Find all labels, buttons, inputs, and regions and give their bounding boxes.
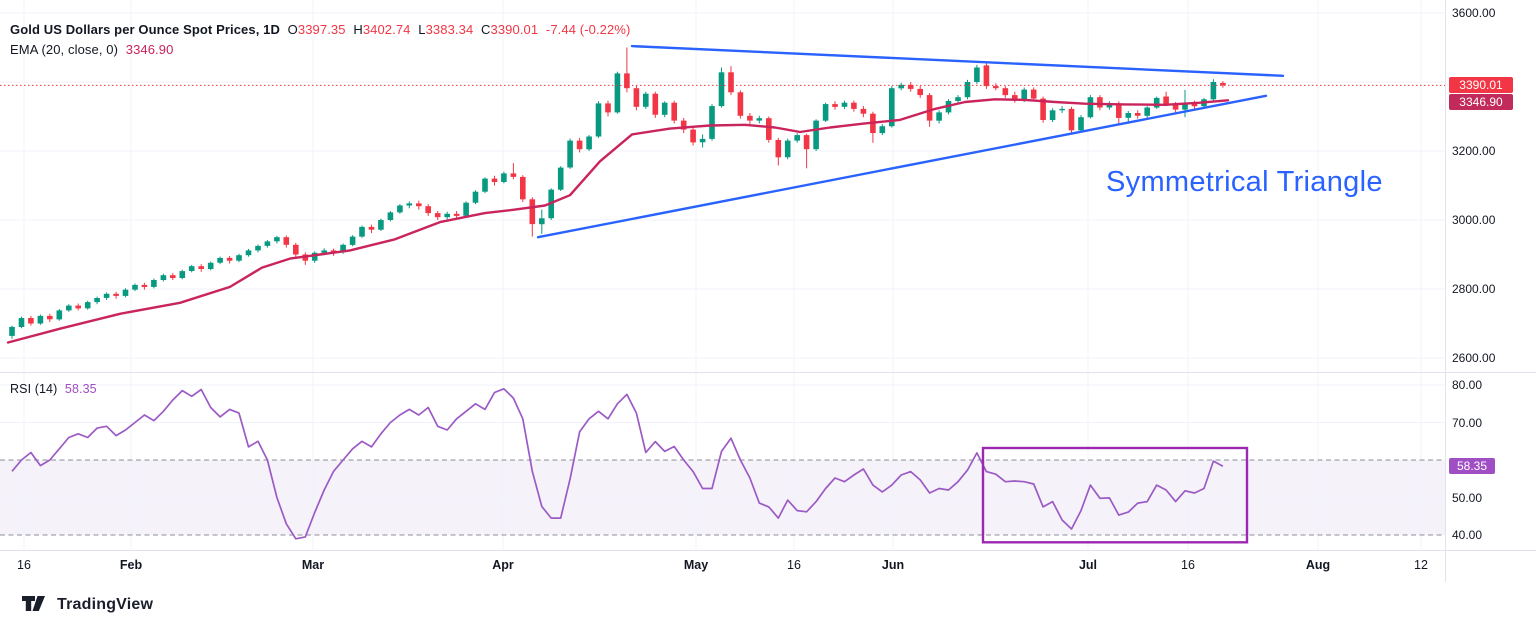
ohlc-close: C3390.01 <box>481 22 539 37</box>
ema-value-badge: 3346.90 <box>1449 94 1513 111</box>
ohlc-low: L3383.34 <box>418 22 474 37</box>
pane-divider[interactable] <box>0 372 1536 373</box>
price-axis-label: 2800.00 <box>1452 282 1496 296</box>
tradingview-text: TradingView <box>57 596 154 613</box>
time-axis-tick-jun: Jun <box>881 558 905 572</box>
ema-label: EMA (20, close, 0) <box>10 42 119 57</box>
price-axis-divider <box>1445 0 1446 582</box>
price-axis-label: 3600.00 <box>1452 6 1496 20</box>
price-axis-label: 2600.00 <box>1452 351 1496 365</box>
time-axis-tick-jul: Jul <box>1078 558 1098 572</box>
symmetrical-triangle-label[interactable]: Symmetrical Triangle <box>1106 166 1383 198</box>
symbol-title: Gold US Dollars per Ounce Spot Prices, 1… <box>10 22 280 37</box>
rsi-axis-label: 40.00 <box>1452 528 1483 542</box>
rsi-pane[interactable] <box>0 373 1445 550</box>
time-axis-tick-may: May <box>683 558 709 572</box>
ema-legend: EMA (20, close, 0) 3346.90 <box>10 42 173 57</box>
rsi-value-badge: 58.35 <box>1449 458 1495 475</box>
last-price-badge: 3390.01 <box>1449 77 1513 94</box>
ema-value: 3346.90 <box>125 42 174 57</box>
time-axis-tick-mar: Mar <box>301 558 325 572</box>
rsi-axis-label: 80.00 <box>1452 378 1483 392</box>
tradingview-mark-icon <box>22 596 45 611</box>
time-axis-divider <box>0 550 1536 551</box>
symbol-legend: Gold US Dollars per Ounce Spot Prices, 1… <box>10 22 634 37</box>
time-axis-tick-16: 16 <box>1181 558 1195 572</box>
tradingview-logo[interactable]: TradingView <box>22 595 153 615</box>
time-axis-tick-aug: Aug <box>1305 558 1331 572</box>
price-axis-label: 3200.00 <box>1452 144 1496 158</box>
time-axis-tick-16: 16 <box>17 558 31 572</box>
change-value: -7.44 (-0.22%) <box>545 22 631 37</box>
rsi-label: RSI (14) <box>10 382 58 396</box>
rsi-axis-label: 50.00 <box>1452 490 1483 505</box>
price-pane[interactable] <box>0 0 1445 372</box>
time-axis-tick-apr: Apr <box>492 558 514 572</box>
time-axis-tick-16: 16 <box>787 558 801 572</box>
time-axis-tick-feb: Feb <box>119 558 143 572</box>
rsi-value: 58.35 <box>64 382 97 396</box>
rsi-legend: RSI (14) 58.35 <box>10 382 97 396</box>
ohlc-high: H3402.74 <box>353 22 411 37</box>
ohlc-open: O3397.35 <box>287 22 346 37</box>
time-axis-tick-12: 12 <box>1414 558 1428 572</box>
rsi-axis-label: 70.00 <box>1452 415 1483 430</box>
price-axis-label: 3000.00 <box>1452 213 1496 227</box>
